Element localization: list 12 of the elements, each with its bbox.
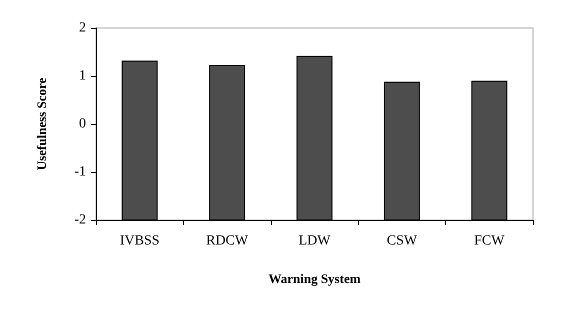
y-axis-title: Usefulness Score: [34, 77, 49, 170]
x-tick-label: LDW: [298, 234, 332, 248]
y-tick-label: 1: [79, 68, 86, 84]
x-axis-title: Warning System: [268, 271, 361, 286]
x-tick-label: CSW: [386, 234, 418, 248]
x-tick-label: FCW: [474, 234, 506, 248]
x-tick-label: IVBSS: [120, 234, 160, 248]
y-tick-label: 0: [79, 116, 86, 132]
x-tick-label: RDCW: [206, 234, 249, 248]
y-tick-label: -1: [74, 164, 86, 180]
y-tick-label: 2: [79, 20, 86, 36]
y-tick-label: -2: [74, 212, 86, 228]
